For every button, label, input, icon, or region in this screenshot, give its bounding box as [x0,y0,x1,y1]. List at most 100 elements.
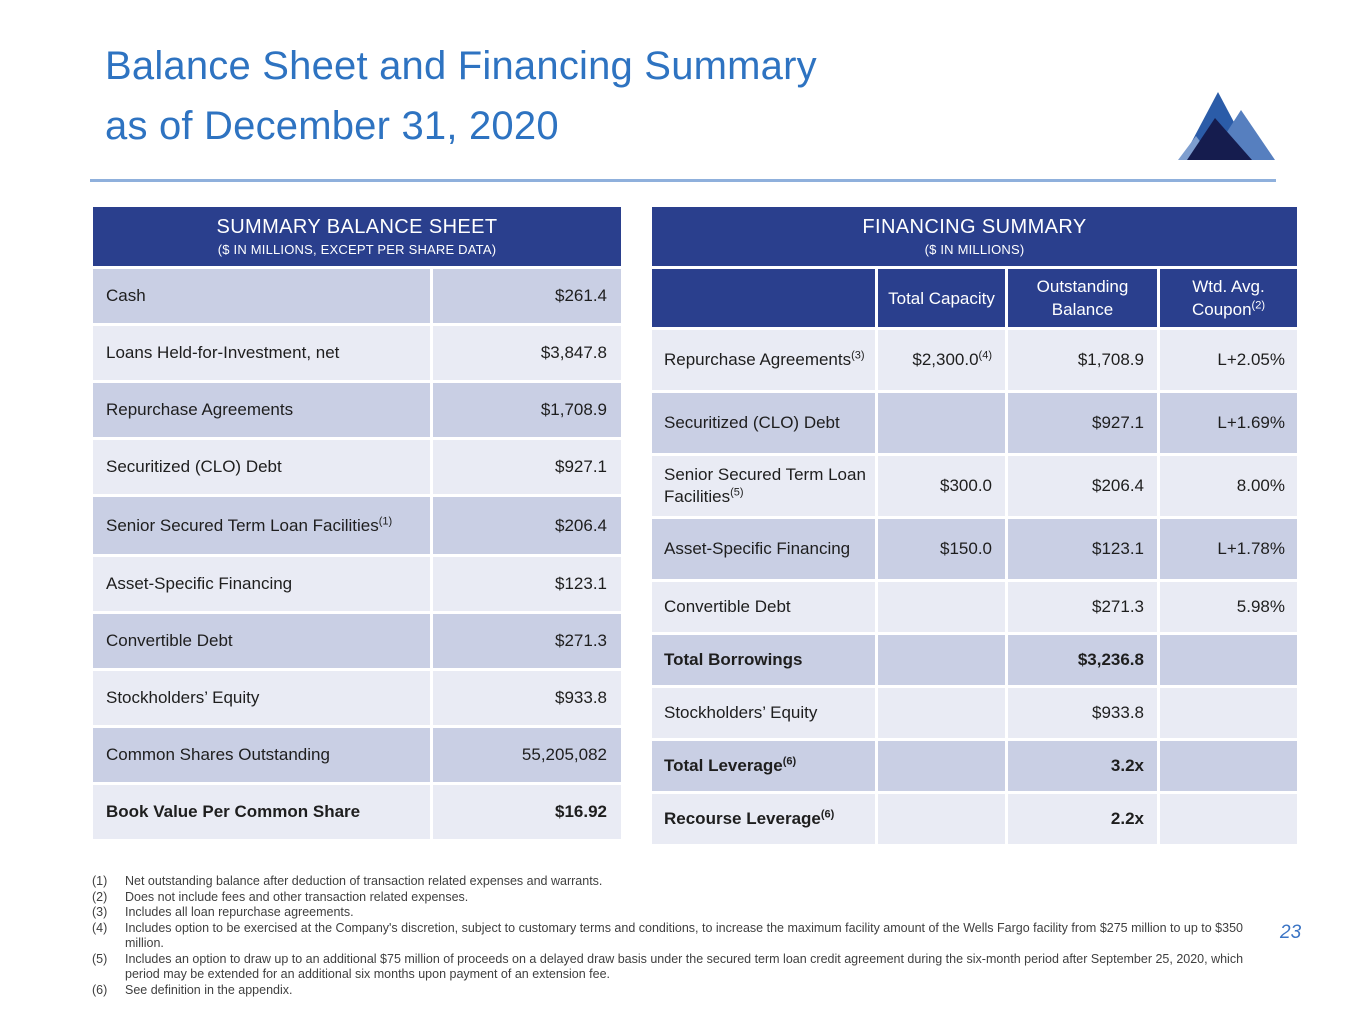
page-number: 23 [1280,922,1302,943]
row-balance: $1,708.9 [1008,330,1157,390]
table-row: Total Borrowings $3,236.8 [652,635,1297,685]
row-capacity [878,741,1005,791]
footnote-number: (4) [92,920,108,935]
table-row: Convertible Debt $271.3 5.98% [652,582,1297,632]
table-row: Stockholders’ Equity $933.8 [652,688,1297,738]
table-row: Senior Secured Term Loan Facilities(1) $… [93,497,621,554]
row-capacity [878,688,1005,738]
footnote-text: Includes an option to draw up to an addi… [125,951,1244,982]
row-balance: $206.4 [1008,456,1157,516]
financing-summary-title: FINANCING SUMMARY [862,216,1087,238]
financing-summary-table-header: FINANCING SUMMARY ($ IN MILLIONS) [652,207,1297,266]
row-capacity [878,393,1005,453]
row-label: Stockholders’ Equity [93,671,430,725]
row-value: $16.92 [433,785,621,839]
row-capacity: $150.0 [878,519,1005,579]
row-coupon: L+1.78% [1160,519,1297,579]
column-header-wtd-avg-coupon: Wtd. Avg. Coupon(2) [1160,269,1297,327]
row-label: Repurchase Agreements(3) [652,330,875,390]
table-row: Common Shares Outstanding 55,205,082 [93,728,621,782]
mountain-logo-icon [1178,92,1275,160]
column-header-row: Total Capacity Outstanding Balance Wtd. … [652,269,1297,327]
row-capacity [878,794,1005,844]
row-label: Securitized (CLO) Debt [93,440,430,494]
balance-sheet-title: SUMMARY BALANCE SHEET [216,216,498,238]
title-line-1: Balance Sheet and Financing Summary [105,44,817,88]
row-label: Repurchase Agreements [93,383,430,437]
row-coupon: 5.98% [1160,582,1297,632]
row-value: $1,708.9 [433,383,621,437]
footnote-number: (1) [92,874,108,888]
financing-summary-table: FINANCING SUMMARY ($ IN MILLIONS) Total … [652,207,1297,844]
row-coupon [1160,794,1297,844]
footnote-text: Net outstanding balance after deduction … [125,874,603,888]
row-value: 55,205,082 [433,728,621,782]
row-balance: $927.1 [1008,393,1157,453]
row-capacity [878,635,1005,685]
footnote: (1) Net outstanding balance after deduct… [92,874,1277,890]
row-coupon: L+2.05% [1160,330,1297,390]
footnote-number: (6) [92,982,108,997]
table-row: Cash $261.4 [93,269,621,323]
row-balance: $3,236.8 [1008,635,1157,685]
row-label: Recourse Leverage(6) [652,794,875,844]
row-balance: 3.2x [1008,741,1157,791]
table-row: Total Leverage(6) 3.2x [652,741,1297,791]
table-row: Recourse Leverage(6) 2.2x [652,794,1297,844]
financing-summary-subtitle: ($ IN MILLIONS) [924,242,1025,257]
row-coupon [1160,688,1297,738]
footnote-text: Does not include fees and other transact… [125,889,469,904]
footnote-text: Includes all loan repurchase agreements. [125,905,354,919]
row-label: Securitized (CLO) Debt [652,393,875,453]
row-label: Cash [93,269,430,323]
page-title: Balance Sheet and Financing Summary as o… [105,36,817,156]
row-label: Asset-Specific Financing [93,557,430,611]
footnote: (2) Does not include fees and other tran… [92,890,1277,906]
row-label: Total Borrowings [652,635,875,685]
footnotes: (1) Net outstanding balance after deduct… [92,874,1277,998]
title-divider [90,179,1276,182]
row-coupon [1160,741,1297,791]
row-capacity [878,582,1005,632]
balance-sheet-table-header: SUMMARY BALANCE SHEET ($ IN MILLIONS, EX… [93,207,621,266]
footnote-number: (5) [92,951,108,966]
row-coupon: L+1.69% [1160,393,1297,453]
title-line-2: as of December 31, 2020 [105,104,559,148]
row-label: Loans Held-for-Investment, net [93,326,430,380]
row-coupon: 8.00% [1160,456,1297,516]
column-header-blank [652,269,875,327]
row-balance: 2.2x [1008,794,1157,844]
row-capacity: $2,300.0(4) [878,330,1005,390]
balance-sheet-subtitle: ($ IN MILLIONS, EXCEPT PER SHARE DATA) [217,242,497,257]
table-row: Book Value Per Common Share $16.92 [93,785,621,839]
table-row: Securitized (CLO) Debt $927.1 [93,440,621,494]
table-row: Asset-Specific Financing $150.0 $123.1 L… [652,519,1297,579]
row-value: $927.1 [433,440,621,494]
footnote: (4) Includes option to be exercised at t… [92,921,1277,952]
footnote-text: Includes option to be exercised at the C… [125,920,1243,951]
footnote: (3) Includes all loan repurchase agreeme… [92,905,1277,921]
row-balance: $933.8 [1008,688,1157,738]
row-label: Book Value Per Common Share [93,785,430,839]
row-value: $933.8 [433,671,621,725]
footnote: (5) Includes an option to draw up to an … [92,952,1277,983]
row-coupon [1160,635,1297,685]
summary-balance-sheet-table: SUMMARY BALANCE SHEET ($ IN MILLIONS, EX… [93,207,621,839]
row-value: $3,847.8 [433,326,621,380]
row-label: Asset-Specific Financing [652,519,875,579]
table-row: Loans Held-for-Investment, net $3,847.8 [93,326,621,380]
table-row: Stockholders’ Equity $933.8 [93,671,621,725]
footnote: (6) See definition in the appendix. [92,983,1277,999]
row-balance: $123.1 [1008,519,1157,579]
row-value: $261.4 [433,269,621,323]
table-row: Repurchase Agreements(3) $2,300.0(4) $1,… [652,330,1297,390]
table-row: Asset-Specific Financing $123.1 [93,557,621,611]
row-label: Common Shares Outstanding [93,728,430,782]
footnote-number: (3) [92,905,108,919]
table-row: Convertible Debt $271.3 [93,614,621,668]
column-header-total-capacity: Total Capacity [878,269,1005,327]
row-value: $123.1 [433,557,621,611]
row-label: Total Leverage(6) [652,741,875,791]
footnote-text: See definition in the appendix. [125,982,293,997]
table-row: Repurchase Agreements $1,708.9 [93,383,621,437]
